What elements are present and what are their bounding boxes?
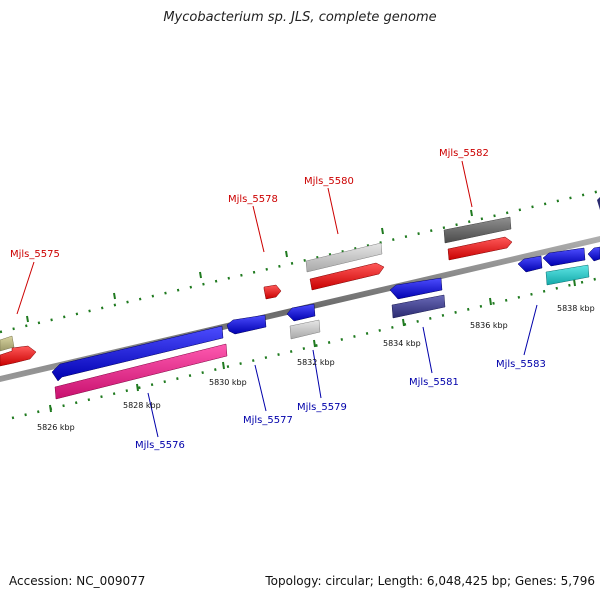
- scale-label-5826: 5826 kbp: [37, 423, 75, 432]
- scale-label-5830: 5830 kbp: [209, 378, 247, 387]
- feature-gene-blue-5583a[interactable]: [517, 255, 543, 273]
- feature-gene-red-5578[interactable]: [263, 284, 282, 300]
- gene-label-5583[interactable]: Mjls_5583: [496, 359, 546, 370]
- feature-gene-khaki[interactable]: [0, 335, 15, 352]
- gene-label-5575[interactable]: Mjls_5575: [10, 249, 60, 260]
- scale-label-5832: 5832 kbp: [297, 358, 335, 367]
- ruler-lower-major-ticks: [49, 278, 576, 413]
- ruler-upper-major-ticks: [26, 209, 473, 323]
- scale-label-5838: 5838 kbp: [557, 304, 595, 313]
- leader-lines-bottom: [147, 304, 538, 438]
- feature-gene-blue-edge[interactable]: [587, 246, 600, 262]
- feature-gene-red-5582[interactable]: [447, 236, 513, 261]
- gene-label-5581[interactable]: Mjls_5581: [409, 377, 459, 388]
- gene-label-5582[interactable]: Mjls_5582: [439, 148, 489, 159]
- feature-gene-gray-5580[interactable]: [305, 242, 383, 273]
- feature-gene-blue-5583b[interactable]: [542, 247, 586, 267]
- gene-label-5576[interactable]: Mjls_5576: [135, 440, 185, 451]
- feature-gene-gray-5579[interactable]: [289, 319, 321, 340]
- feature-gene-red-5575[interactable]: [0, 345, 37, 367]
- feature-gene-blue-5579[interactable]: [286, 303, 316, 322]
- feature-gene-cyan-5583[interactable]: [545, 264, 590, 286]
- scale-label-5828: 5828 kbp: [123, 401, 161, 410]
- feature-gene-navy-5581[interactable]: [391, 294, 446, 319]
- feature-gene-blue-5577[interactable]: [226, 314, 267, 335]
- map-title: Mycobacterium sp. JLS, complete genome: [163, 10, 437, 25]
- gene-label-5577[interactable]: Mjls_5577: [243, 415, 293, 426]
- feature-gene-blue-5576[interactable]: [51, 325, 224, 382]
- gene-label-5579[interactable]: Mjls_5579: [297, 402, 347, 413]
- ruler-lower: [11, 276, 600, 420]
- scale-label-5836: 5836 kbp: [470, 321, 508, 330]
- feature-gene-blue-5581[interactable]: [389, 277, 443, 300]
- feature-gene-navy-edge[interactable]: [597, 197, 600, 210]
- accession-text: Accession: NC_009077: [9, 574, 146, 588]
- scale-label-5834: 5834 kbp: [383, 339, 421, 348]
- gene-label-5580[interactable]: Mjls_5580: [304, 176, 354, 187]
- genome-summary-text: Topology: circular; Length: 6,048,425 bp…: [265, 574, 595, 588]
- gene-label-5578[interactable]: Mjls_5578: [228, 194, 278, 205]
- leader-lines-top: [16, 160, 473, 315]
- feature-gene-red-5580[interactable]: [309, 262, 385, 291]
- feature-gene-darkgray-5582[interactable]: [443, 216, 512, 244]
- feature-gene-pink-5576[interactable]: [54, 343, 228, 400]
